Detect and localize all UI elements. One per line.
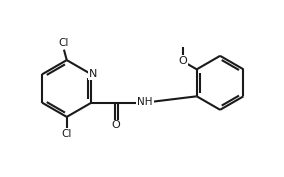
Text: Cl: Cl <box>62 129 72 139</box>
Text: O: O <box>178 56 187 66</box>
Text: O: O <box>111 120 120 130</box>
Text: NH: NH <box>137 97 153 107</box>
Text: Cl: Cl <box>59 38 69 48</box>
Text: N: N <box>89 69 97 79</box>
